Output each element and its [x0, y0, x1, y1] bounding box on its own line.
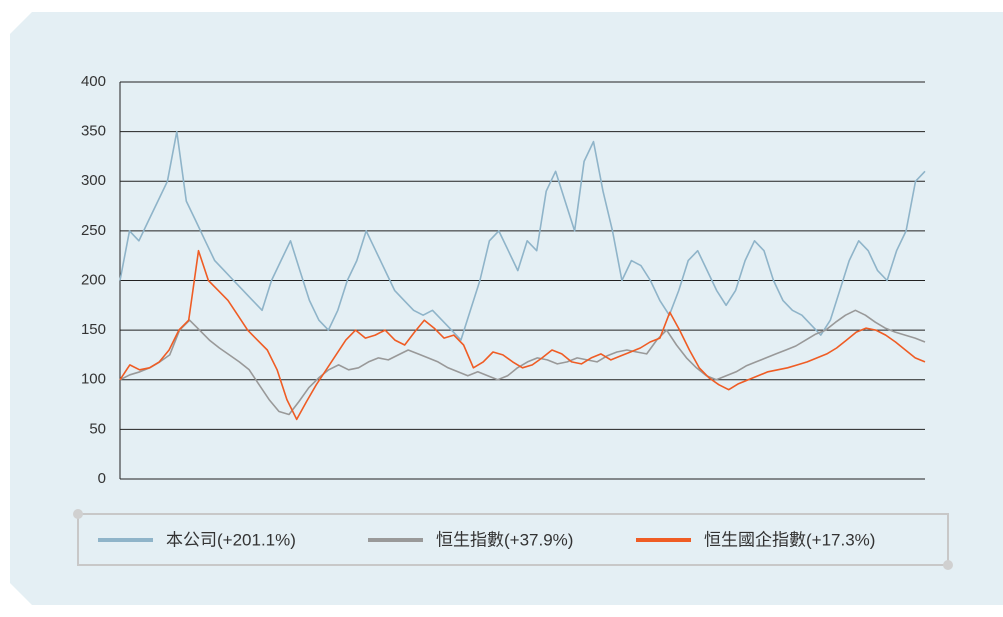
y-tick-label: 200: [81, 271, 106, 288]
panel: [10, 12, 1003, 605]
y-tick-label: 350: [81, 123, 106, 140]
series-line: [119, 309, 926, 416]
legend-dot: [73, 509, 83, 519]
legend: 本公司(+201.1%) 恒生指數(+37.9%) 恒生國企指數(+17.3%): [98, 530, 875, 549]
series-line: [119, 249, 926, 421]
legend-dot: [943, 560, 953, 570]
y-tick-label: 250: [81, 222, 106, 239]
legend-label: 本公司(+201.1%): [166, 530, 296, 549]
y-tick-label: 300: [81, 172, 106, 189]
y-tick-label: 150: [81, 321, 106, 338]
y-tick-label: 50: [89, 420, 106, 437]
legend-label: 恒生國企指數(+17.3%): [704, 530, 875, 549]
legend-box: [77, 513, 949, 566]
y-tick-label: 0: [98, 470, 106, 487]
y-tick-label: 100: [81, 371, 106, 388]
series-line: [119, 130, 926, 341]
legend-label: 恒生指數(+37.9%): [436, 530, 573, 549]
plot-area: 0 50 100 150 200 250 300 350 400: [81, 73, 926, 487]
y-tick-label: 400: [81, 73, 106, 90]
